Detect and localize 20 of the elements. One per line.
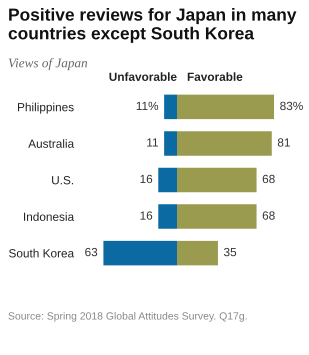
x-axis-title: Unfavorable [109,72,177,81]
y-tick-label: Australia [28,139,74,148]
data-label: 35 [224,248,236,256]
y-tick-label: U.S. [52,176,74,184]
data-label: 68 [262,174,275,184]
x-axis-title: Favorable [188,72,242,81]
data-label: 16 [140,211,152,220]
y-tick-label: Indonesia [24,212,74,221]
data-label: 83% [280,102,303,110]
y-tick-label: South Korea [9,248,74,258]
y-tick-label: Philippines [18,102,74,114]
data-label: 63 [85,248,98,256]
chart-title: Positive reviews for Japan in many countries except South Korea [8,8,296,43]
data-label: 11% [136,102,158,110]
chart-subtitle: Views of Japan [8,58,88,70]
data-label: 11 [147,138,158,147]
data-label: 16 [140,174,152,184]
data-label: 81 [278,138,290,147]
data-label: 68 [262,211,275,220]
source-note: Source: Spring 2018 Global Attitudes Survey. Q17g. [8,312,247,322]
